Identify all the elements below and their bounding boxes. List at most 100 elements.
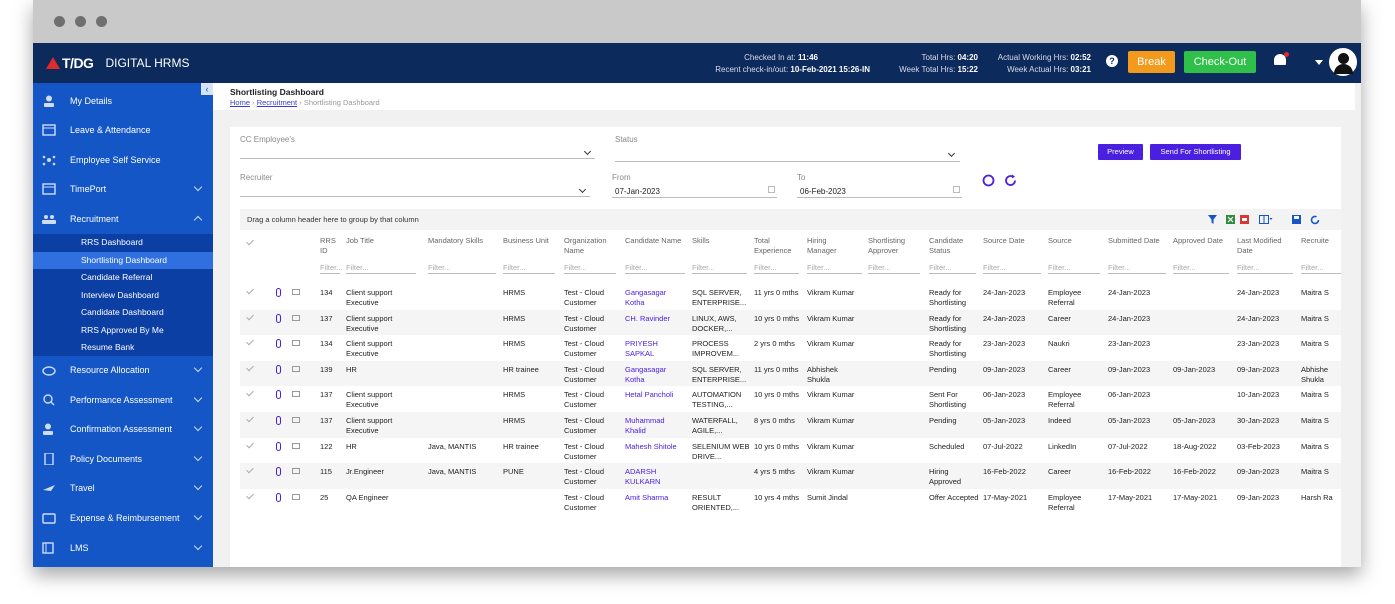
filter-input[interactable]: Filter...	[807, 263, 862, 274]
chevron-down-icon[interactable]	[1315, 60, 1323, 65]
table-row[interactable]: 139 HR HR trainee Test - Cloud Customer Gang…	[240, 360, 1341, 387]
cell-cand[interactable]: CH. Ravinder	[625, 313, 671, 323]
window-dot[interactable]	[96, 16, 107, 27]
table-row[interactable]: 134 Client support Executive HRMS Test - Cl…	[240, 284, 1341, 310]
sidebar-item-timeport[interactable]: TimePort	[33, 174, 213, 203]
cell-cand[interactable]: Muhammad Khalid	[625, 416, 665, 435]
col-header-skills[interactable]: Skills	[692, 236, 710, 245]
col-header-submitted-date[interactable]: Submitted Date	[1108, 236, 1160, 245]
sidebar-item-travel[interactable]: Travel	[33, 473, 213, 502]
chevron-down-icon[interactable]	[193, 511, 203, 521]
col-header-mandatory-skills[interactable]: Mandatory Skills	[428, 236, 484, 245]
filter-input[interactable]: Filter...	[1048, 263, 1100, 274]
select-all-check-icon[interactable]	[246, 237, 254, 246]
columns-icon[interactable]	[1259, 215, 1273, 224]
row-check-icon[interactable]	[246, 312, 254, 320]
attachment-icon[interactable]	[276, 390, 281, 400]
table-row[interactable]: 137 Client support Executive HRMS Test - Cl…	[240, 309, 1341, 336]
col-header-business-unit[interactable]: Business Unit	[503, 236, 549, 245]
attachment-icon[interactable]	[276, 364, 281, 374]
submenu-item-resume-bank[interactable]: Resume Bank	[81, 342, 135, 352]
table-row[interactable]: 122 HR Java, MANTIS HR trainee Test - Cloud …	[240, 438, 1341, 464]
check-out-button[interactable]: Check-Out	[1184, 51, 1256, 73]
cell-cand[interactable]: Amit Sharma	[625, 492, 669, 502]
col-header-hiring-manager[interactable]: Hiring Manager	[807, 236, 837, 255]
message-icon[interactable]	[292, 468, 300, 475]
filter-input[interactable]: Filter...	[503, 263, 555, 274]
col-header-candidate-name[interactable]: Candidate Name	[625, 236, 682, 245]
col-header-recruiter[interactable]: Recruite	[1301, 236, 1329, 245]
preview-button[interactable]: Preview	[1098, 144, 1143, 160]
filter-input[interactable]: Filter...	[754, 263, 799, 274]
col-header-organization-name[interactable]: Organization Name	[564, 236, 607, 255]
excel-icon[interactable]	[1226, 215, 1235, 224]
row-check-icon[interactable]	[246, 414, 254, 423]
col-header-approved-date[interactable]: Approved Date	[1173, 236, 1224, 245]
col-header-rrs-id[interactable]: RRS ID	[320, 236, 336, 255]
submenu-item-rrs-dashboard[interactable]: RRS Dashboard	[81, 237, 143, 247]
message-icon[interactable]	[292, 442, 300, 449]
chevron-down-icon[interactable]	[947, 149, 956, 158]
submenu-item-candidate-dashboard[interactable]: Candidate Dashboard	[81, 307, 164, 317]
sidebar-item-expense-reimbursement[interactable]: Expense & Reimbursement	[33, 503, 213, 532]
col-header-total-experience[interactable]: Total Experience	[754, 236, 792, 255]
filter-input[interactable]: Filter...	[929, 263, 976, 274]
sidebar-item-recruitment[interactable]: Recruitment	[33, 204, 213, 233]
submenu-item-rrs-approved-by-me[interactable]: RRS Approved By Me	[81, 324, 164, 335]
calendar-icon[interactable]	[953, 186, 960, 193]
save-icon[interactable]	[1292, 215, 1301, 224]
to-date-input[interactable]: 06-Feb-2023	[800, 187, 846, 196]
filter-input[interactable]: Filter...	[983, 263, 1041, 274]
submenu-item-shortlisting-dashboard[interactable]: Shortlisting Dashboard	[33, 251, 213, 269]
search-icon[interactable]	[982, 174, 995, 187]
chevron-down-icon[interactable]	[193, 452, 203, 462]
filter-input[interactable]: Filter...	[428, 263, 496, 274]
attachment-icon[interactable]	[276, 313, 281, 323]
submenu-item-interview-dashboard[interactable]: Interview Dashboard	[81, 289, 159, 300]
message-icon[interactable]	[292, 493, 300, 500]
sidebar-item-my-details[interactable]: My Details	[33, 86, 213, 115]
chevron-down-icon[interactable]	[193, 182, 203, 192]
sidebar-item-confirmation-assessment[interactable]: Confirmation Assessment	[33, 414, 213, 443]
break-button[interactable]: Break	[1128, 51, 1175, 73]
collapse-sidebar-icon[interactable]: ‹	[201, 83, 213, 95]
message-icon[interactable]	[292, 391, 300, 398]
sidebar-item-employee-self-service[interactable]: Employee Self Service	[33, 145, 213, 174]
sidebar-item-performance-assessment[interactable]: Performance Assessment	[33, 385, 213, 414]
attachment-icon[interactable]	[276, 416, 281, 425]
message-icon[interactable]	[292, 417, 300, 423]
filter-input[interactable]: Filter...	[320, 263, 343, 274]
avatar[interactable]	[1329, 48, 1357, 76]
logo[interactable]: T/DG DIGITAL HRMS	[46, 55, 189, 71]
recruiter-select[interactable]	[240, 196, 590, 197]
help-icon[interactable]: ?	[1106, 55, 1118, 67]
chevron-down-icon[interactable]	[583, 147, 592, 156]
chevron-down-icon[interactable]	[193, 393, 203, 403]
filter-input[interactable]: Filter...	[1173, 263, 1229, 274]
window-dot[interactable]	[75, 16, 86, 27]
table-row[interactable]: 137 Client support Executive HRMS Test - Cl…	[240, 412, 1341, 438]
table-row[interactable]: 115 Jr.Engineer Java, MANTIS PUNE Test - Clo…	[240, 463, 1341, 489]
col-header-source-date[interactable]: Source Date	[983, 236, 1025, 245]
send-for-shortlisting-button[interactable]: Send For Shortlisting	[1150, 144, 1241, 160]
cell-cand[interactable]: Hetal Pancholi	[625, 390, 674, 400]
attachment-icon[interactable]	[276, 492, 281, 502]
col-header-job-title[interactable]: Job Title	[346, 236, 374, 245]
filter-input[interactable]: Filter...	[1237, 263, 1293, 274]
filter-input[interactable]: Filter...	[1301, 263, 1341, 274]
chevron-down-icon[interactable]	[193, 422, 203, 432]
cell-cand[interactable]: ADARSH KULKARN	[625, 467, 661, 487]
filter-input[interactable]: Filter...	[625, 263, 685, 274]
table-row[interactable]: 25 QA Engineer Test - Cloud Customer Amit S…	[240, 489, 1341, 515]
row-check-icon[interactable]	[246, 491, 254, 500]
col-header-source[interactable]: Source	[1048, 236, 1072, 245]
status-select[interactable]	[615, 161, 960, 162]
row-check-icon[interactable]	[246, 363, 254, 372]
message-icon[interactable]	[292, 365, 300, 372]
filter-input[interactable]: Filter...	[564, 263, 616, 274]
message-icon[interactable]	[292, 289, 300, 295]
cc-employees-select[interactable]	[240, 158, 595, 159]
sidebar-item-resource-allocation[interactable]: Resource Allocation	[33, 355, 213, 384]
refresh-icon[interactable]	[1004, 174, 1017, 187]
attachment-icon[interactable]	[276, 288, 281, 297]
